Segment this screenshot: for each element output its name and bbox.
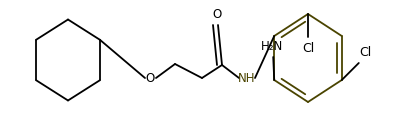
Text: Cl: Cl: [360, 45, 372, 58]
Text: Cl: Cl: [302, 42, 314, 55]
Text: H₂N: H₂N: [261, 41, 283, 54]
Text: O: O: [213, 8, 222, 22]
Text: O: O: [145, 72, 154, 85]
Text: NH: NH: [238, 72, 256, 85]
